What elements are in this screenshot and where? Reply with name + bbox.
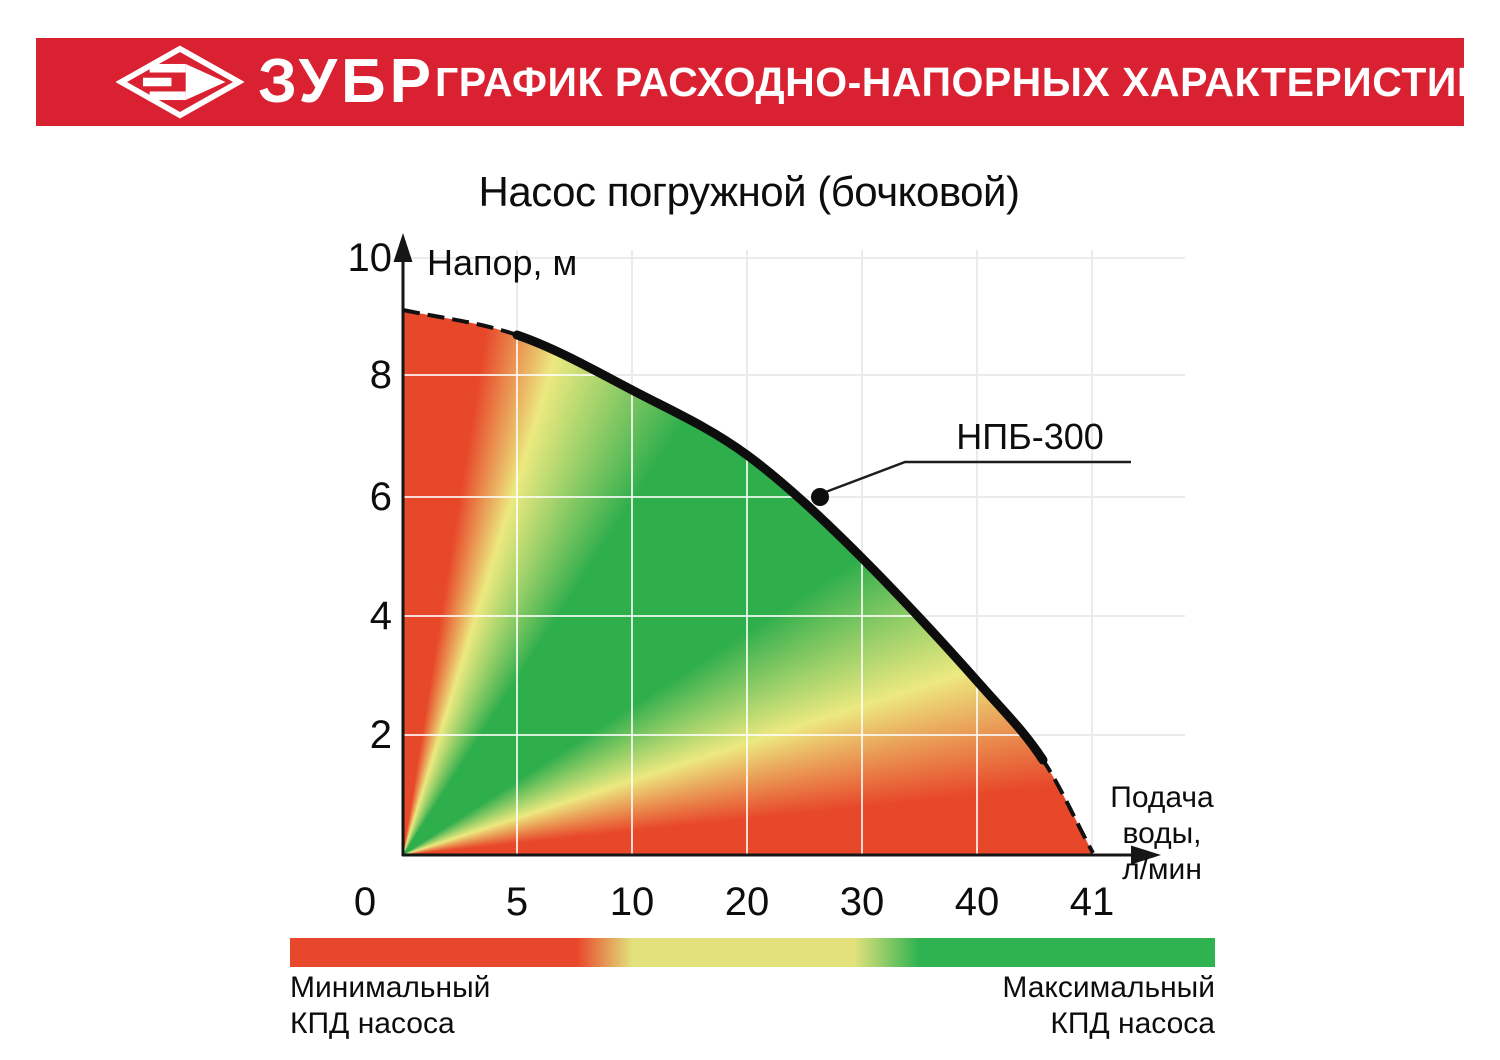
y-axis-title: Напор, м	[427, 242, 578, 283]
pump-curve-dashed	[402, 308, 1095, 854]
y-axis-arrow-icon	[393, 233, 413, 262]
banner-title: ГРАФИК РАСХОДНО-НАПОРНЫХ ХАРАКТЕРИСТИК	[434, 58, 1483, 105]
legend-max-line2: КПД насоса	[1050, 1007, 1215, 1040]
x-tick-label: 5	[505, 880, 529, 924]
efficiency-gradient-bar	[290, 938, 1215, 967]
header-banner: ЗУБР ГРАФИК РАСХОДНО-НАПОРНЫХ ХАРАКТЕРИС…	[36, 38, 1482, 126]
legend-min-line1: Минимальный	[290, 971, 491, 1004]
x-tick-label: 40	[954, 880, 1000, 924]
point-leader-line	[822, 460, 1131, 495]
point-label: НПБ-300	[956, 416, 1104, 457]
legend-min-line2: КПД насоса	[290, 1007, 455, 1040]
legend-max-label: Максимальный КПД насоса	[915, 970, 1215, 1042]
x-tick-label: 10	[609, 880, 655, 924]
x-axis-title-line1: Подача воды,	[1110, 781, 1214, 850]
x-tick-label: 30	[839, 880, 885, 924]
brand-wordmark: ЗУБР	[258, 47, 435, 116]
legend-max-line1: Максимальный	[1002, 971, 1215, 1004]
x-axis-title-line2: л/мин	[1122, 853, 1202, 886]
x-tick-label: 41	[1069, 880, 1115, 924]
y-tick-label: 10	[347, 236, 393, 280]
x-axis-arrow-icon	[1131, 845, 1161, 865]
y-tick-label: 2	[369, 713, 392, 757]
chart-title: Насос погружной (бочковой)	[478, 168, 1020, 215]
curve-point-marker	[811, 488, 829, 506]
legend-min-label: Минимальный КПД насоса	[290, 970, 490, 1042]
x-tick-label: 0	[353, 880, 377, 924]
x-tick-label: 20	[724, 880, 770, 924]
y-tick-label: 6	[369, 475, 392, 519]
pump-curve-solid	[512, 330, 1048, 765]
y-tick-label: 4	[369, 594, 392, 638]
y-tick-label: 8	[369, 353, 392, 397]
x-axis-title: Подача воды, л/мин	[1072, 780, 1252, 888]
zubr-logo-icon	[116, 45, 244, 119]
